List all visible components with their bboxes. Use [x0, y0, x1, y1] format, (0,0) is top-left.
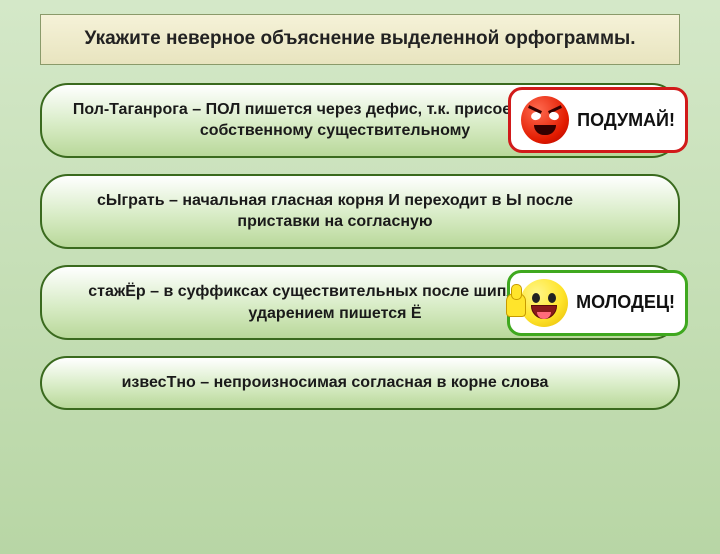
- option-2[interactable]: сЫграть – начальная гласная корня И пере…: [40, 174, 680, 249]
- option-2-wrap: сЫграть – начальная гласная корня И пере…: [40, 174, 680, 249]
- option-4[interactable]: извесТно – непроизносимая согласная в ко…: [40, 356, 680, 410]
- question-title: Укажите неверное объяснение выделенной о…: [40, 14, 680, 65]
- option-4-wrap: извесТно – непроизносимая согласная в ко…: [40, 356, 680, 410]
- option-3-wrap: стажЁр – в суффиксах существительных пос…: [40, 265, 680, 340]
- option-1-wrap: Пол-Таганрога – ПОЛ пишется через дефис,…: [40, 83, 680, 158]
- feedback-correct-label: МОЛОДЕЦ!: [576, 292, 675, 313]
- angry-icon: [521, 96, 569, 144]
- feedback-wrong: ПОДУМАЙ!: [508, 87, 688, 153]
- happy-icon: [520, 279, 568, 327]
- feedback-correct: МОЛОДЕЦ!: [507, 270, 688, 336]
- feedback-wrong-label: ПОДУМАЙ!: [577, 110, 675, 131]
